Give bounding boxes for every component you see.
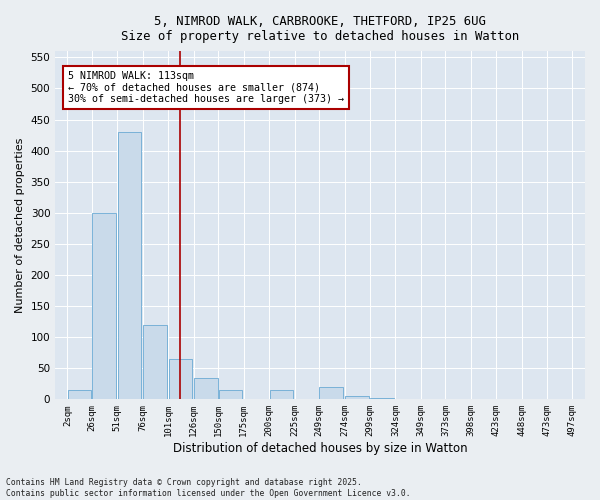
Bar <box>370 398 394 400</box>
Bar <box>218 390 242 400</box>
Bar <box>421 398 445 400</box>
Y-axis label: Number of detached properties: Number of detached properties <box>15 138 25 313</box>
Bar <box>143 324 167 400</box>
Bar <box>396 398 419 400</box>
Bar <box>194 378 218 400</box>
X-axis label: Distribution of detached houses by size in Watton: Distribution of detached houses by size … <box>173 442 467 455</box>
Text: Contains HM Land Registry data © Crown copyright and database right 2025.
Contai: Contains HM Land Registry data © Crown c… <box>6 478 410 498</box>
Bar <box>345 396 368 400</box>
Bar <box>269 390 293 400</box>
Bar <box>319 387 343 400</box>
Title: 5, NIMROD WALK, CARBROOKE, THETFORD, IP25 6UG
Size of property relative to detac: 5, NIMROD WALK, CARBROOKE, THETFORD, IP2… <box>121 15 519 43</box>
Bar <box>118 132 142 400</box>
Bar <box>169 359 193 400</box>
Bar <box>548 398 571 400</box>
Bar <box>92 213 116 400</box>
Text: 5 NIMROD WALK: 113sqm
← 70% of detached houses are smaller (874)
30% of semi-det: 5 NIMROD WALK: 113sqm ← 70% of detached … <box>68 71 344 104</box>
Bar <box>68 390 91 400</box>
